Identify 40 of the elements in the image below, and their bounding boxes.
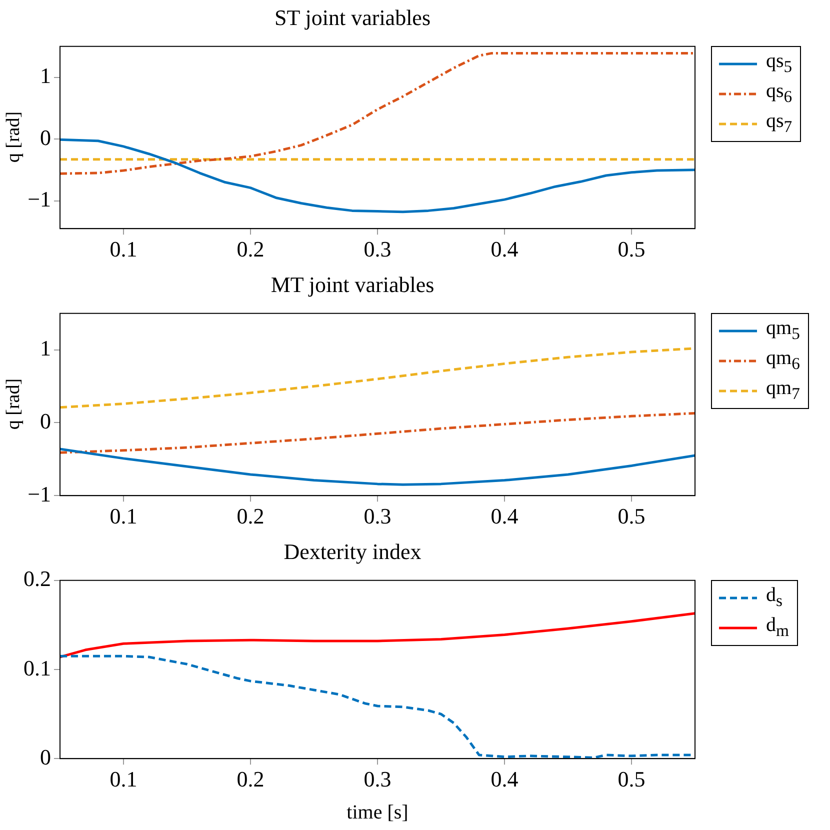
chart-title: ST joint variables xyxy=(274,4,431,30)
y-tick-label: 0.1 xyxy=(24,655,51,680)
x-tick-label: 0.4 xyxy=(490,504,518,529)
x-tick-label: 0.1 xyxy=(110,766,138,792)
x-tick-label: 0.1 xyxy=(110,504,138,529)
legend-label: qs$_{5}$ xyxy=(766,49,792,78)
x-tick-label: 0.3 xyxy=(364,504,392,529)
x-tick-label: 0.1 xyxy=(110,236,138,262)
legend-label: qm$_{6}$ xyxy=(766,346,800,376)
y-tick-label: 1 xyxy=(40,63,51,88)
x-axis-title: time [s] xyxy=(346,801,408,824)
y-tick-label: 1 xyxy=(40,336,51,361)
y-axis-title: q [rad] xyxy=(3,110,25,164)
y-axis-title: q [rad] xyxy=(3,376,25,432)
y-tick-label: −1 xyxy=(28,481,51,506)
x-tick-label: 0.2 xyxy=(236,766,264,792)
legend-label: qs$_{6}$ xyxy=(766,79,792,108)
x-tick-label: 0.2 xyxy=(236,504,264,529)
x-tick-label: 0.4 xyxy=(490,766,518,792)
legend-label: d$_{m}$ xyxy=(766,613,789,642)
x-tick-label: 0.3 xyxy=(364,236,392,262)
x-tick-label: 0.5 xyxy=(618,504,646,529)
line-series xyxy=(60,52,695,175)
y-tick-label: 0.2 xyxy=(24,566,51,592)
legend-label: qs$_{7}$ xyxy=(766,109,792,138)
x-tick-label: 0.5 xyxy=(618,766,646,792)
line-series xyxy=(60,412,695,454)
y-tick-label: 0 xyxy=(40,124,51,150)
x-tick-label: 0.5 xyxy=(618,236,646,262)
x-tick-label: 0.3 xyxy=(364,766,392,792)
legend-label: d$_{s}$ xyxy=(766,583,782,612)
legend-label: qm$_{5}$ xyxy=(766,316,800,346)
y-tick-label: 0 xyxy=(40,408,51,434)
chart-title: MT joint variables xyxy=(270,272,434,297)
y-tick-label: 0 xyxy=(40,744,51,770)
x-tick-label: 0.4 xyxy=(490,236,518,262)
chart-title: Dexterity index xyxy=(284,538,422,564)
x-tick-label: 0.2 xyxy=(236,236,264,262)
y-tick-label: −1 xyxy=(28,186,51,212)
legend-label: qm$_{7}$ xyxy=(766,376,800,406)
